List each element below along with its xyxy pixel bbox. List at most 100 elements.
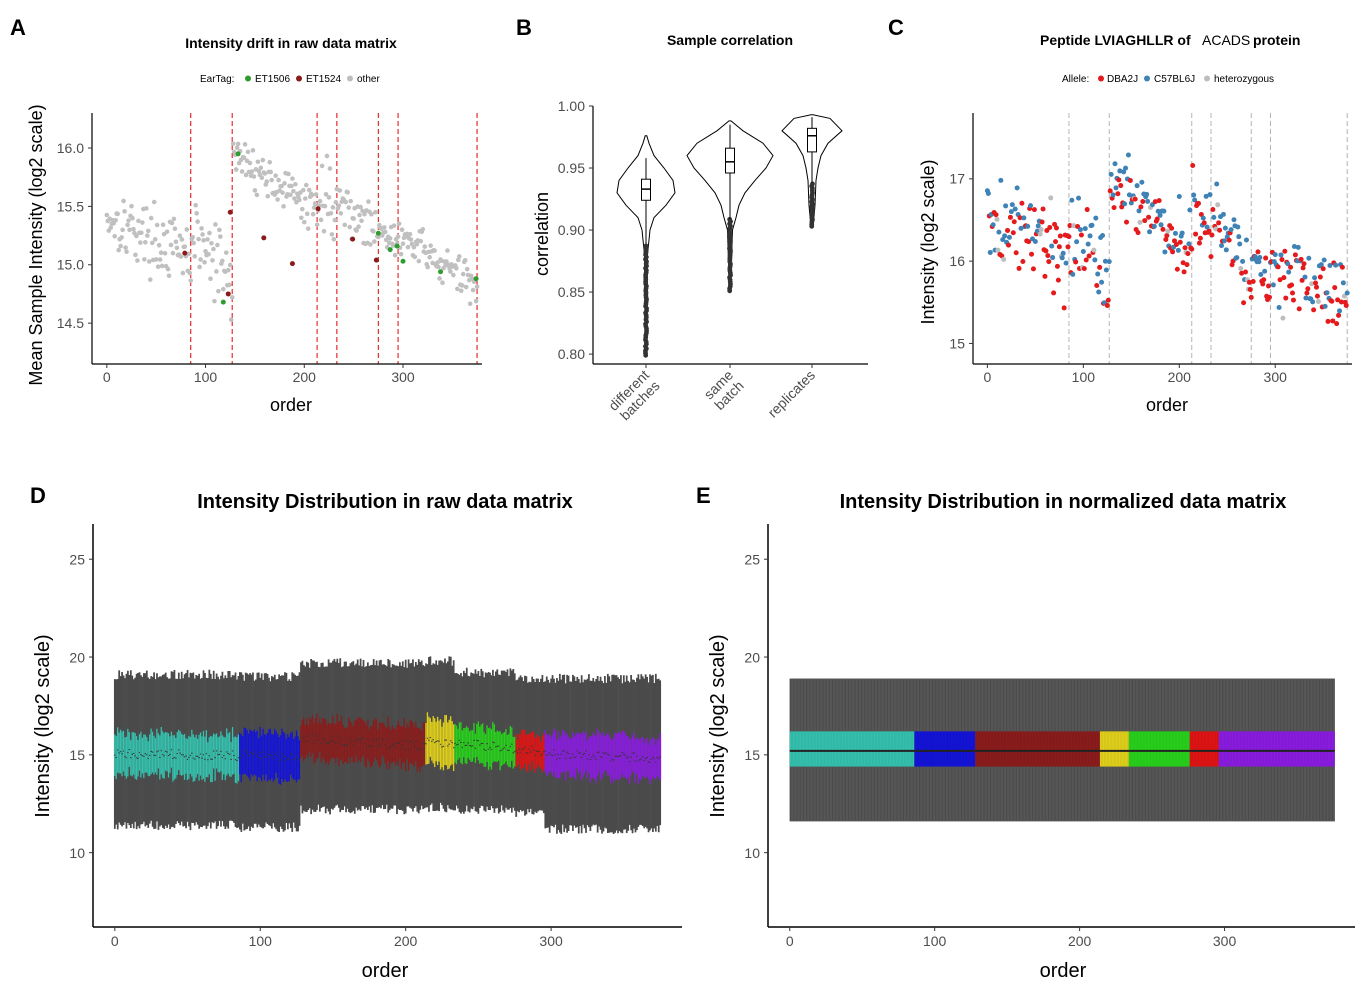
data-point (1243, 237, 1249, 243)
data-point (444, 259, 449, 264)
box-median (413, 746, 416, 748)
y-tick-label: 15 (69, 747, 85, 763)
data-point (1339, 264, 1345, 270)
data-point (445, 248, 450, 253)
data-point (311, 205, 317, 210)
box-median (287, 757, 289, 759)
box-median (275, 751, 278, 753)
box-median (226, 751, 228, 753)
x-category-label: differentbatches (605, 367, 663, 425)
box-median (454, 742, 457, 744)
box-median (602, 752, 605, 754)
box-median (473, 739, 475, 741)
data-point (1281, 275, 1287, 281)
box-median (578, 753, 580, 755)
data-point (1057, 233, 1063, 239)
box-median (445, 739, 448, 741)
box-median (579, 751, 582, 753)
data-point (1333, 262, 1339, 268)
box-median (329, 741, 331, 743)
box-median (263, 756, 266, 758)
x-axis-label: order (270, 395, 312, 415)
box-median (631, 752, 634, 754)
box-median (416, 748, 419, 750)
data-point (302, 196, 308, 201)
box-median (221, 757, 224, 759)
data-point (416, 258, 422, 264)
data-point (1211, 214, 1217, 220)
legend-label-et1506: ET1506 (255, 74, 290, 85)
box-median (365, 745, 368, 747)
box-median (313, 742, 315, 744)
box-median (595, 759, 598, 761)
data-point (1203, 193, 1209, 199)
box-median (383, 740, 385, 742)
data-point (186, 251, 192, 257)
data-point (131, 226, 136, 232)
box-median (154, 754, 157, 756)
data-point (1092, 257, 1098, 263)
data-point (159, 263, 165, 269)
data-point (215, 242, 220, 248)
data-point (196, 236, 201, 242)
data-point (289, 183, 294, 189)
data-point (208, 276, 213, 282)
data-point (1038, 227, 1044, 233)
data-point (1280, 315, 1286, 321)
box-median (343, 744, 346, 746)
box-median (175, 757, 177, 759)
box-median (431, 740, 433, 742)
data-point (1164, 233, 1170, 239)
data-point (1169, 225, 1175, 231)
data-point (255, 159, 261, 165)
data-point (243, 172, 249, 178)
data-point (1067, 223, 1073, 229)
box-median (217, 754, 219, 756)
box-median (311, 733, 314, 735)
data-point (239, 169, 245, 174)
data-point (194, 211, 199, 216)
box-median (374, 737, 377, 739)
box-median (163, 755, 166, 757)
data-point (226, 282, 232, 288)
data-point (1191, 192, 1197, 198)
box-median (490, 748, 493, 750)
box-median (255, 753, 257, 755)
data-point (259, 175, 265, 181)
data-point (1239, 270, 1245, 276)
data-point (1228, 227, 1234, 233)
data-point (347, 224, 352, 230)
box-median (367, 738, 369, 740)
y-tick-label: 1.00 (558, 98, 585, 114)
data-point (1107, 188, 1113, 194)
data-point (1073, 259, 1079, 265)
data-point (996, 229, 1002, 235)
data-point (166, 273, 172, 279)
data-point (1126, 192, 1132, 198)
box-median (137, 757, 140, 759)
data-point (177, 233, 183, 239)
data-point (1035, 223, 1041, 229)
data-point (1255, 249, 1261, 255)
box-median (554, 753, 557, 755)
data-point (408, 237, 414, 242)
outlier-point (810, 181, 815, 187)
box-median (358, 738, 361, 740)
data-point (1300, 265, 1306, 271)
y-tick-label: 10 (69, 845, 85, 861)
panel-e-title: Intensity Distribution in normalized dat… (840, 491, 1287, 513)
data-point (173, 239, 179, 245)
box-median (461, 746, 464, 748)
data-point (1266, 294, 1272, 300)
data-point (1335, 297, 1341, 303)
data-point (358, 204, 363, 210)
x-axis-label: order (362, 960, 409, 982)
box-median (528, 748, 531, 750)
x-tick-label: 0 (786, 933, 794, 949)
data-point-et1506 (235, 151, 241, 157)
x-tick-label: 200 (293, 369, 317, 385)
data-point (1222, 225, 1228, 231)
box-median (463, 742, 465, 744)
data-point (1089, 222, 1095, 228)
data-point (1096, 289, 1102, 295)
